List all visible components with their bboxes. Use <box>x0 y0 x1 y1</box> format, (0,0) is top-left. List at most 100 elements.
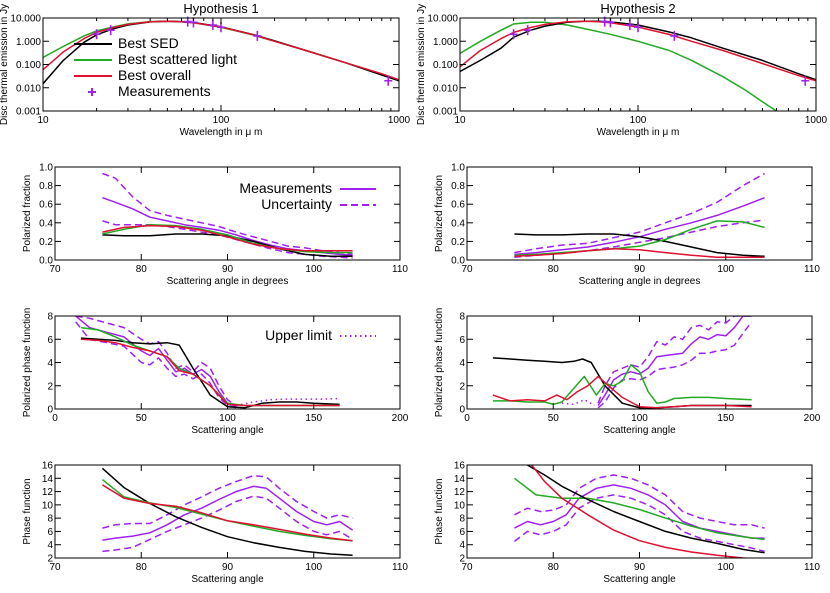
plot-frame <box>466 464 813 559</box>
series-measurements <box>75 316 237 408</box>
series-best-overall <box>102 224 353 252</box>
y-tick-label: 6 <box>47 335 53 346</box>
y-axis-label: Disc thermal emission in Jy <box>0 4 10 125</box>
legend-label-measurements: Measurements <box>118 83 211 99</box>
y-tick-label: 4 <box>47 358 53 369</box>
y-tick-label: 0 <box>459 405 465 416</box>
x-tick-label: 80 <box>136 264 148 275</box>
y-tick-label: 1.0 <box>451 163 465 174</box>
legend-label-upper-limit: Upper limit <box>265 327 332 343</box>
y-tick-label: 14 <box>42 474 54 485</box>
series-best-overall <box>43 20 399 81</box>
y-tick-label: 8 <box>459 514 465 525</box>
y-tick-label: 0.001 <box>16 107 41 118</box>
y-tick-label: 16 <box>42 461 54 472</box>
y-tick-label: 0.8 <box>39 181 53 192</box>
series-upper-uncertainty <box>597 316 752 404</box>
y-tick-label: 10 <box>454 500 466 511</box>
series-measurements <box>514 484 765 539</box>
x-tick-label: 1000 <box>388 115 411 126</box>
chart-sed-h2: 10 100 1000 0.001 0.010 0.100 1.000 10.000 Wavel… <box>416 1 828 138</box>
x-tick-label: 200 <box>804 413 821 424</box>
y-tick-label: 6 <box>459 335 465 346</box>
series-best-sed <box>514 233 765 258</box>
series-lower-limit-trace <box>561 398 595 407</box>
y-tick-label: 12 <box>454 487 466 498</box>
y-axis-label: Polarized phase function <box>434 308 445 418</box>
measurement-point <box>509 29 518 40</box>
measurement-point <box>92 29 101 40</box>
measurement-point <box>253 30 262 41</box>
series-upper-uncertainty <box>75 316 237 407</box>
y-axis-label: Phase function <box>434 478 445 544</box>
series-best-overall <box>492 375 752 409</box>
x-tick-label: 70 <box>49 264 61 275</box>
legend-label-best-sed: Best SED <box>118 35 179 51</box>
x-tick-label: 70 <box>461 264 473 275</box>
x-tick-label: 80 <box>548 264 560 275</box>
x-tick-label: 80 <box>548 562 560 573</box>
y-tick-label: 0.4 <box>451 218 465 229</box>
y-tick-label: 4 <box>459 540 465 551</box>
series-upper-uncertainty <box>102 172 353 256</box>
x-axis-label: Scattering angle <box>603 574 676 585</box>
y-tick-label: 0.4 <box>39 218 53 229</box>
x-axis-label: Wavelength in μ m <box>597 127 680 138</box>
y-tick-label: 2 <box>459 554 465 565</box>
y-tick-label: 16 <box>454 461 466 472</box>
series-best-overall <box>102 484 353 542</box>
x-tick-label: 0 <box>464 413 470 424</box>
y-tick-label: 10.000 <box>427 14 458 25</box>
x-axis-label: Scattering angle <box>603 425 676 436</box>
y-tick-label: 0.6 <box>39 200 53 211</box>
y-tick-label: 2 <box>459 381 465 392</box>
y-tick-label: 0.100 <box>433 60 458 71</box>
measurement-point <box>384 75 393 86</box>
y-tick-label: 14 <box>454 474 466 485</box>
x-tick-label: 1000 <box>805 115 828 126</box>
x-tick-label: 150 <box>717 413 734 424</box>
y-tick-label: 4 <box>47 540 53 551</box>
y-tick-label: 2 <box>47 554 53 565</box>
series-best-scattered-light <box>102 223 353 254</box>
plot-frame <box>54 464 401 559</box>
chart-pf-h2: 70 80 90 100 110 0.0 0.2 0.4 0.6 0.8 1.0 Scattering… <box>434 163 820 288</box>
x-tick-label: 70 <box>461 562 473 573</box>
x-axis-label: Scattering angle <box>191 425 264 436</box>
series-lower-uncertainty <box>102 495 353 553</box>
chart-title: Hypothesis 1 <box>183 1 258 16</box>
series-lower-uncertainty <box>597 321 753 409</box>
series-best-sed <box>527 465 765 554</box>
y-tick-label: 2 <box>47 381 53 392</box>
y-tick-label: 0.010 <box>433 83 458 94</box>
x-tick-label: 100 <box>631 413 648 424</box>
y-axis-label: Polarized fraction <box>434 175 445 252</box>
y-tick-label: 6 <box>47 527 53 538</box>
measurement-point <box>208 19 217 30</box>
measurement-point <box>670 30 679 41</box>
chart-ppf-h1: 0 50 100 150 200 0 2 4 6 8 Scattering angle Polariz… <box>22 308 409 436</box>
plot-frame <box>54 315 401 410</box>
chart-title: Hypothesis 2 <box>600 1 675 16</box>
series-group <box>492 316 753 409</box>
legend-upper-limit: Upper limit <box>265 327 376 343</box>
series-best-sed <box>80 337 340 409</box>
x-tick-label: 150 <box>305 413 322 424</box>
x-tick-label: 10 <box>37 115 49 126</box>
y-tick-label: 0.2 <box>39 237 53 248</box>
chart-pf-h1: 70 80 90 100 110 0.0 0.2 0.4 0.6 0.8 1.0 Scattering… <box>22 163 408 288</box>
series-best-scattered-light <box>492 364 752 406</box>
chart-sed-h1: 10 100 1000 0.001 0.010 0.100 1.000 10.000 Wavel… <box>0 1 411 138</box>
y-tick-label: 10 <box>42 500 54 511</box>
legend-label-best-scattered: Best scattered light <box>118 51 237 67</box>
x-tick-label: 110 <box>392 562 408 573</box>
x-axis-label: Scattering angle in degrees <box>579 276 701 287</box>
x-tick-label: 100 <box>630 115 647 126</box>
measurement-point <box>625 19 634 30</box>
x-tick-label: 100 <box>717 562 734 573</box>
legend-marker <box>88 88 96 96</box>
series-group <box>43 20 399 85</box>
y-tick-label: 4 <box>459 358 465 369</box>
